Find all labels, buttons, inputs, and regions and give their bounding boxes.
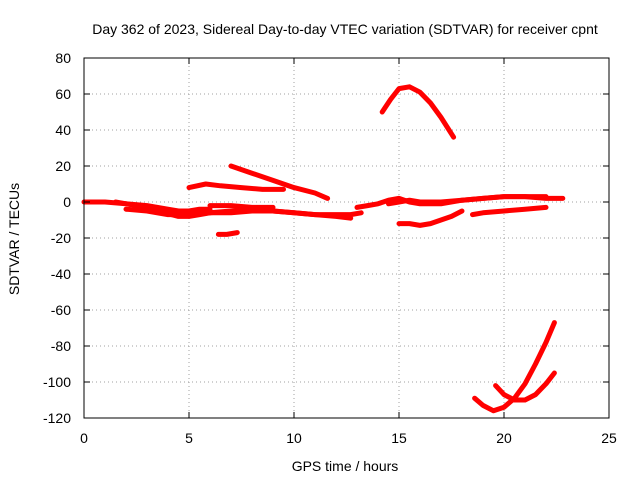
- x-tick-label: 20: [496, 430, 512, 446]
- series-track-15: [493, 370, 557, 403]
- plot-frame: [83, 57, 610, 419]
- x-tick-label: 5: [185, 430, 193, 446]
- x-tick-label: 15: [391, 430, 407, 446]
- y-tick-label: -20: [51, 230, 71, 246]
- y-tick-label: 80: [55, 50, 71, 66]
- y-tick-label: 40: [55, 122, 71, 138]
- series-track-12: [396, 208, 465, 228]
- x-axis-label: GPS time / hours: [292, 458, 399, 474]
- y-tick-label: -100: [43, 374, 71, 390]
- y-tick-label: -60: [51, 302, 71, 318]
- y-tick-label: 60: [55, 86, 71, 102]
- series-track-7: [215, 230, 240, 237]
- x-tick-label: 10: [286, 430, 302, 446]
- series-track-13: [470, 204, 549, 218]
- series-track-8: [207, 203, 276, 210]
- series-layer: [81, 84, 566, 414]
- y-tick-label: -120: [43, 410, 71, 426]
- y-tick-label: 0: [63, 194, 71, 210]
- series-track-11: [379, 84, 457, 140]
- x-tick-label: 25: [601, 430, 617, 446]
- axis-layer: 0 5 10 15 20 25 -120 -100 -80 -60 -40 -20 0 20 40 60 80: [43, 50, 617, 446]
- y-axis-label: SDTVAR / TECUs: [6, 183, 22, 295]
- series-track-6: [228, 163, 331, 201]
- series-track-5: [186, 181, 286, 192]
- y-tick-label: -80: [51, 338, 71, 354]
- grid-layer: [84, 58, 609, 418]
- series-track-10: [386, 194, 549, 207]
- chart-title: Day 362 of 2023, Sidereal Day-to-day VTE…: [92, 21, 598, 37]
- series-track-4: [165, 208, 354, 221]
- y-tick-label: 20: [55, 158, 71, 174]
- x-tick-label: 0: [80, 430, 88, 446]
- series-track-1: [81, 199, 213, 214]
- y-tick-label: -40: [51, 266, 71, 282]
